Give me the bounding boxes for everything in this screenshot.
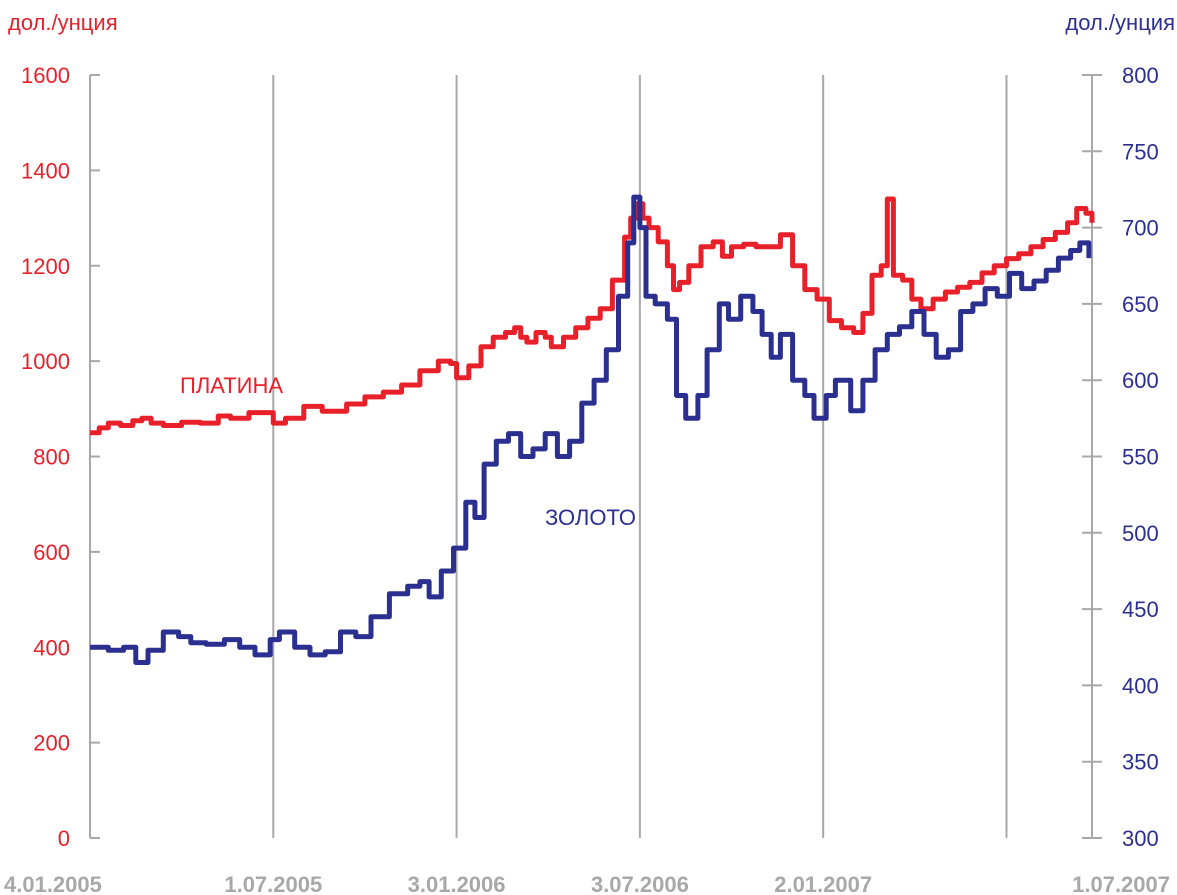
gold-series-line: [90, 194, 1092, 665]
right-axis-label: дол./унция: [1065, 10, 1175, 35]
right-tick-label: 450: [1122, 597, 1159, 622]
left-tick-label: 200: [33, 731, 70, 756]
right-tick-label: 600: [1122, 368, 1159, 393]
right-tick-label: 550: [1122, 445, 1159, 470]
left-tick-label: 1400: [21, 158, 70, 183]
series-lines: [90, 194, 1095, 665]
left-tick-label: 600: [33, 540, 70, 565]
x-tick-label: 3.01.2006: [408, 872, 506, 895]
left-tick-label: 0: [58, 826, 70, 851]
right-tick-label: 400: [1122, 673, 1159, 698]
right-tick-label: 300: [1122, 826, 1159, 851]
platinum-label: ПЛАТИНА: [180, 373, 283, 398]
right-tick-label: 800: [1122, 63, 1159, 88]
right-tick-label: 700: [1122, 216, 1159, 241]
right-tick-label: 500: [1122, 521, 1159, 546]
vertical-grid: [272, 75, 1008, 838]
x-tick-label: 1.07.2007: [1072, 872, 1170, 895]
x-tick-label: 1.07.2005: [224, 872, 322, 895]
left-tick-label: 1600: [21, 63, 70, 88]
gold-label: ЗОЛОТО: [545, 505, 636, 530]
x-tick-label: 2.01.2007: [774, 872, 872, 895]
axes: [89, 74, 1102, 839]
right-tick-label: 750: [1122, 139, 1159, 164]
left-tick-label: 1200: [21, 254, 70, 279]
left-tick-label: 800: [33, 445, 70, 470]
left-axis-label: дол./унция: [8, 10, 118, 35]
right-tick-label: 350: [1122, 750, 1159, 775]
left-tick-label: 1000: [21, 349, 70, 374]
right-tick-label: 650: [1122, 292, 1159, 317]
x-tick-label: 4.01.2005: [4, 872, 102, 895]
x-tick-label: 3.07.2006: [591, 872, 689, 895]
platinum-series-line: [90, 196, 1095, 436]
left-tick-label: 400: [33, 635, 70, 660]
